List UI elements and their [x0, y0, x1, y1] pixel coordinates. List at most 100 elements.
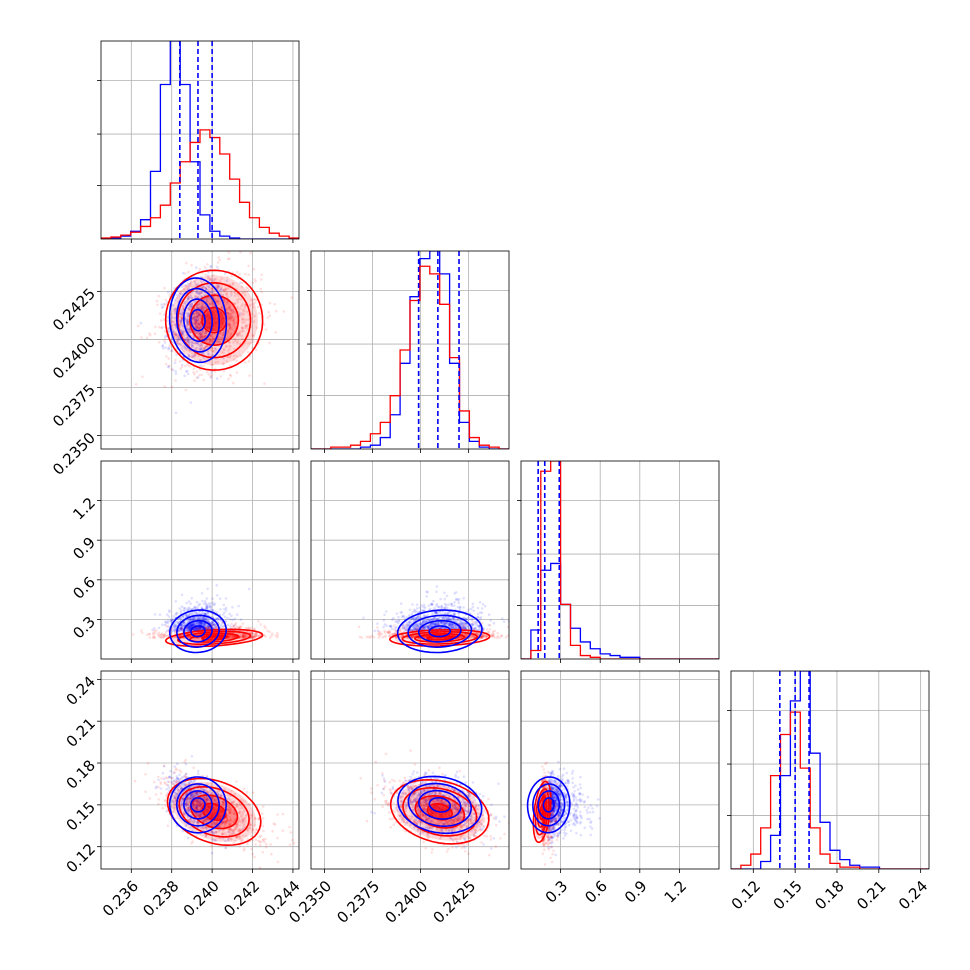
scatter-point-b: [240, 625, 243, 628]
scatter-point-a: [181, 614, 184, 618]
scatter-point-a: [197, 323, 201, 327]
scatter-point-b: [251, 333, 254, 337]
scatter-point-a: [187, 628, 191, 632]
scatter-point-a: [187, 306, 190, 310]
scatter-point-a: [205, 597, 208, 600]
scatter-point-a: [449, 618, 453, 621]
scatter-point-b: [241, 318, 244, 322]
scatter-point-b: [227, 251, 231, 254]
scatter-point-a: [213, 626, 216, 630]
scatter-point-a: [165, 620, 168, 623]
scatter-point-a: [187, 327, 190, 331]
scatter-point-a: [182, 329, 185, 333]
scatter-point-a: [408, 620, 411, 624]
scatter-point-a: [195, 622, 198, 625]
scatter-point-a: [203, 286, 206, 289]
scatter-point-b: [238, 331, 241, 335]
scatter-point-a: [198, 317, 201, 321]
scatter-point-a: [472, 623, 475, 627]
panel-plot-area: [311, 461, 509, 659]
scatter-point-a: [219, 289, 222, 292]
scatter-point-a: [419, 622, 422, 626]
scatter-point-b: [163, 286, 166, 290]
scatter-point-a: [209, 264, 213, 268]
scatter-point-b: [268, 341, 271, 345]
scatter-point-a: [431, 618, 434, 621]
scatter-point-a: [172, 629, 176, 632]
scatter-point-b: [179, 319, 183, 323]
scatter-point-a: [435, 604, 439, 608]
scatter-point-a: [188, 296, 191, 299]
scatter-point-a: [221, 621, 224, 625]
scatter-point-a: [204, 613, 207, 616]
scatter-point-b: [152, 636, 155, 639]
scatter-point-b: [227, 635, 231, 639]
scatter-point-a: [186, 312, 190, 315]
scatter-point-a: [187, 600, 191, 603]
scatter-point-a: [171, 368, 175, 372]
scatter-point-b: [235, 334, 239, 338]
scatter-point-a: [200, 305, 204, 309]
scatter-point-a: [437, 617, 440, 620]
scatter-point-a: [430, 602, 433, 606]
scatter-point-b: [199, 368, 202, 372]
scatter-point-a: [178, 607, 181, 610]
scatter-point-b: [229, 309, 233, 312]
scatter-point-a: [216, 617, 220, 620]
scatter-point-a: [440, 621, 443, 625]
scatter-point-b: [233, 635, 236, 639]
scatter-point-a: [211, 622, 214, 626]
scatter-point-b: [185, 261, 188, 265]
scatter-point-a: [192, 315, 195, 319]
scatter-point-a: [409, 619, 413, 622]
scatter-point-b: [199, 359, 202, 362]
scatter-point-b: [229, 290, 233, 293]
scatter-point-b: [170, 367, 173, 371]
scatter-point-b: [225, 292, 228, 296]
scatter-point-a: [200, 344, 203, 348]
scatter-point-a: [208, 285, 211, 288]
scatter-point-a: [209, 278, 212, 281]
scatter-point-a: [199, 325, 203, 328]
scatter-point-b: [224, 345, 228, 349]
scatter-point-b: [251, 302, 255, 306]
scatter-point-b: [251, 635, 254, 639]
scatter-point-a: [193, 300, 197, 304]
scatter-point-a: [192, 622, 195, 625]
scatter-point-b: [228, 257, 231, 261]
scatter-point-b: [204, 273, 207, 277]
scatter-point-b: [187, 308, 191, 312]
scatter-point-a: [211, 301, 214, 304]
scatter-point-a: [189, 617, 193, 620]
scatter-point-a: [198, 326, 202, 329]
scatter-point-b: [233, 291, 237, 294]
scatter-point-b: [245, 324, 248, 328]
panel-plot-area: [101, 461, 299, 659]
scatter-point-b: [230, 332, 233, 336]
scatter-point-a: [422, 626, 426, 629]
scatter-point-a: [196, 342, 199, 345]
scatter-point-a: [461, 623, 464, 626]
scatter-point-a: [207, 602, 210, 606]
scatter-point-a: [186, 322, 189, 326]
scatter-point-b: [228, 306, 232, 310]
scatter-point-a: [231, 618, 235, 622]
scatter-point-b: [197, 327, 201, 331]
scatter-point-b: [229, 345, 232, 348]
scatter-point-a: [187, 614, 190, 617]
scatter-point-a: [436, 617, 440, 621]
scatter-point-b: [212, 274, 215, 277]
scatter-point-b: [232, 635, 235, 639]
scatter-point-b: [174, 358, 177, 362]
scatter-point-b: [164, 303, 167, 306]
scatter-point-a: [188, 618, 191, 622]
density-contour-a: [182, 298, 214, 343]
scatter-point-b: [227, 636, 231, 639]
scatter-point-a: [502, 620, 506, 623]
scatter-point-a: [435, 611, 439, 615]
scatter-point-a: [174, 369, 177, 373]
scatter-point-b: [131, 633, 135, 636]
scatter-point-a: [458, 608, 462, 611]
scatter-point-b: [211, 335, 215, 339]
scatter-point-a: [204, 618, 207, 621]
